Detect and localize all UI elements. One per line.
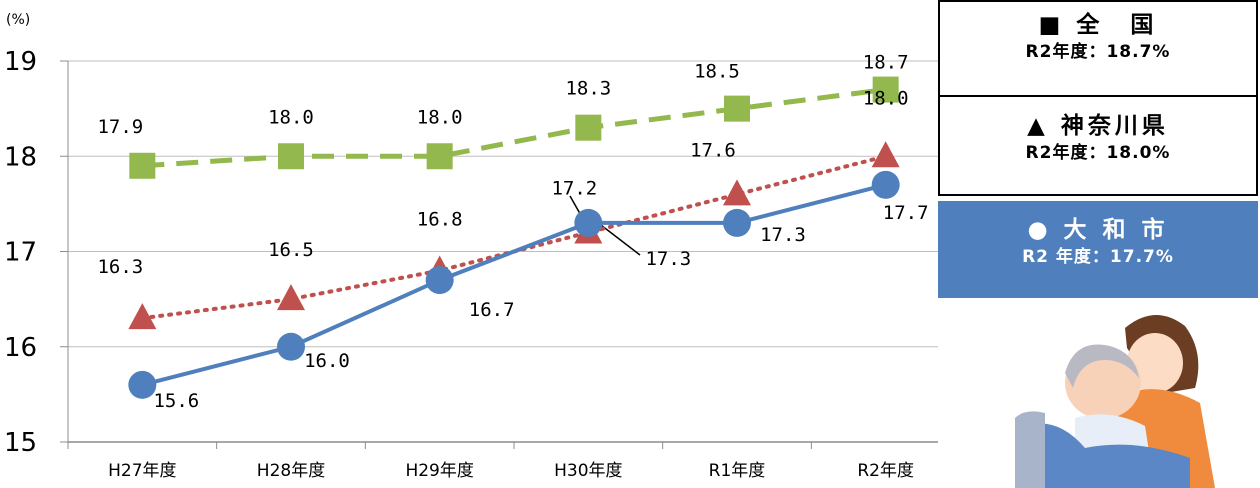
series-line-0	[142, 87, 886, 169]
data-label: 16.3	[97, 256, 143, 278]
blanket-icon	[1015, 423, 1190, 488]
data-label: 18.7	[863, 52, 909, 74]
data-label: 18.0	[268, 106, 314, 128]
x-tick-label: H27年度	[108, 461, 176, 481]
data-label: 16.0	[304, 350, 350, 372]
y-axis-unit: (%)	[6, 12, 30, 28]
y-tick-label: 19	[4, 47, 37, 77]
legend-yamato-value: R2 年度：17.7%	[1022, 247, 1174, 267]
marker-circle	[128, 370, 157, 399]
marker-square	[426, 143, 453, 170]
marker-circle	[871, 170, 900, 199]
data-label: 16.7	[469, 299, 515, 321]
y-tick-label: 15	[4, 428, 37, 458]
y-tick-label: 18	[4, 142, 37, 172]
data-label: 17.3	[645, 248, 691, 270]
legend-national-value: R2年度：18.7%	[1025, 42, 1171, 62]
y-tick-labels: 15 16 17 18 19	[4, 47, 37, 458]
legend-national-title: ■ 全 国	[1038, 12, 1158, 38]
y-tick-label: 17	[4, 238, 37, 268]
legend-kanagawa-title: ▲ 神奈川県	[1027, 113, 1169, 139]
marker-circle	[723, 208, 751, 237]
legend-yamato: ● 大 和 市 R2 年度：17.7%	[938, 201, 1258, 298]
x-tick-label: H28年度	[257, 461, 325, 481]
marker-circle	[574, 208, 603, 237]
data-label: 17.3	[760, 224, 806, 246]
caregiver-elderly-illustration	[1015, 314, 1215, 488]
line-chart: (%) 15 16 17 18 19 H27年度 H28年度 H29年度 H30年度 R1年度 R…	[4, 12, 938, 481]
marker-triangle	[871, 141, 900, 168]
marker-square	[872, 76, 899, 103]
x-tick-labels: H27年度 H28年度 H29年度 H30年度 R1年度 R2年度	[108, 461, 914, 481]
data-label: 17.6	[690, 139, 736, 161]
elderly-hair-icon	[1065, 344, 1139, 388]
data-label: 18.3	[565, 78, 611, 100]
data-label: 17.7	[883, 202, 929, 224]
marker-triangle	[723, 179, 751, 206]
legend-kanagawa: ▲ 神奈川県 R2年度：18.0%	[938, 96, 1258, 196]
marker-square	[724, 95, 750, 122]
y-tick-label: 16	[4, 333, 37, 363]
data-label: 16.5	[268, 239, 314, 261]
series-markers	[128, 76, 900, 399]
series-line-2	[141, 182, 887, 387]
legend-national: ■ 全 国 R2年度：18.7%	[938, 0, 1258, 96]
marker-square	[575, 114, 602, 141]
legend-yamato-title: ● 大 和 市	[1027, 217, 1169, 243]
data-label: 15.6	[153, 390, 199, 412]
marker-circle	[425, 266, 454, 295]
marker-square	[278, 143, 304, 170]
series-lines	[140, 87, 888, 387]
x-tick-label: H29年度	[405, 461, 473, 481]
marker-triangle	[277, 284, 305, 311]
marker-circle	[277, 332, 305, 361]
data-label: 17.2	[551, 177, 597, 199]
x-tick-label: R1年度	[709, 461, 766, 481]
data-label: 18.0	[417, 106, 463, 128]
x-tick-label: R2年度	[857, 461, 914, 481]
x-tick-label: H30年度	[554, 461, 622, 481]
caregiver-face-icon	[1127, 333, 1183, 393]
data-label: 18.0	[863, 87, 909, 109]
data-label: 18.5	[694, 61, 740, 83]
marker-triangle	[128, 303, 157, 330]
data-labels: 17.9 18.0 18.0 18.3 18.5 18.7 16.3 16.5 16.8 17.2…	[97, 52, 928, 412]
data-label: 16.8	[417, 209, 463, 231]
data-label: 17.9	[97, 116, 143, 138]
bed-icon	[1015, 411, 1045, 488]
legend-kanagawa-value: R2年度：18.0%	[1025, 143, 1171, 163]
marker-square	[129, 152, 156, 179]
